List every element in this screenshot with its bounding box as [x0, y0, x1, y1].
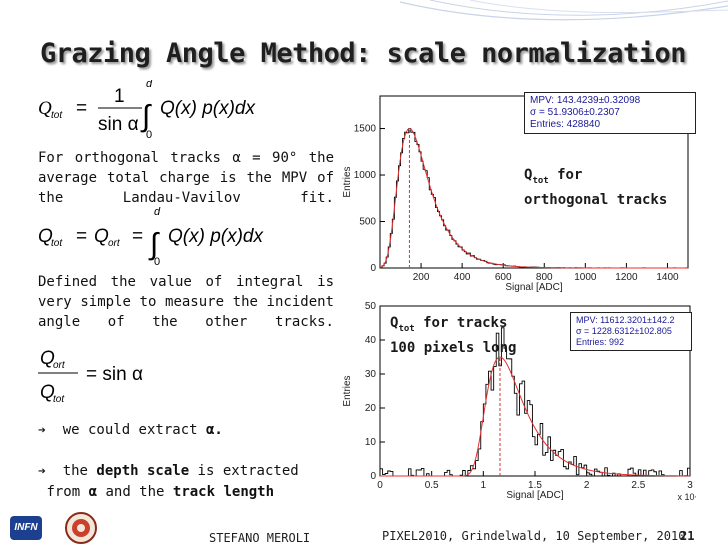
x-tick-label: 1400: [656, 272, 679, 283]
svg-text:d: d: [146, 80, 153, 90]
bullet-extract-alpha: ➔ we could extract α.: [38, 422, 223, 438]
svg-text:ort: ort: [108, 238, 121, 249]
footer-author: STEFANO MEROLI: [209, 531, 311, 545]
svg-text:= sin α: = sin α: [86, 364, 143, 385]
x-tick-label: 800: [536, 272, 553, 283]
stat-sigma: σ = 51.9306±0.2307: [530, 107, 620, 118]
y-tick-label: 30: [365, 369, 377, 380]
svg-text:Q: Q: [38, 226, 53, 247]
svg-text:Q: Q: [38, 98, 52, 119]
x-tick-label: 200: [413, 272, 430, 283]
svg-text:ort: ort: [53, 360, 66, 371]
svg-text:0: 0: [154, 256, 160, 266]
svg-text:Q: Q: [40, 382, 55, 403]
arrow-bullet-icon: ➔: [38, 464, 46, 479]
svg-text:=: =: [132, 226, 143, 247]
svg-text:∫: ∫: [140, 100, 152, 133]
svg-text:0: 0: [146, 129, 152, 141]
svg-text:∫: ∫: [148, 228, 160, 261]
x-tick-label: 0: [377, 480, 383, 491]
plot-label-orthogonal: Qtot for orthogonal tracks: [524, 167, 668, 208]
x-tick-label: 1200: [615, 272, 638, 283]
infn-logo: INFN: [10, 516, 42, 540]
x-tick-label: 2: [584, 480, 590, 491]
x-axis-label: Signal [ADC]: [506, 490, 563, 501]
y-axis-label: Entries: [342, 375, 353, 406]
stat-sigma: σ = 1228.6312±102.805: [576, 326, 672, 336]
y-tick-label: 20: [365, 403, 377, 414]
landau-fit-curve: [380, 356, 691, 477]
y-axis-label: Entries: [342, 166, 353, 197]
y-tick-label: 1000: [354, 170, 377, 181]
y-tick-label: 10: [365, 437, 377, 448]
landau-fit-curve: [379, 128, 689, 269]
stat-mpv: MPV: 11612.3201±142.2: [576, 315, 675, 325]
x-axis-label: Signal [ADC]: [505, 282, 562, 293]
footer-event: PIXEL2010, Grindelwald, 10 September, 20…: [382, 529, 686, 543]
equation-qtot-integral: Q tot = 1 sin α d ∫ 0 Q(x) p(x)dx: [38, 80, 257, 141]
y-tick-label: 0: [370, 263, 376, 274]
x-tick-label: 3: [687, 480, 693, 491]
equation-sin-alpha: Q ort Q tot = sin α: [38, 348, 143, 405]
x-tick-label: 400: [454, 272, 471, 283]
svg-text:1: 1: [114, 86, 125, 107]
y-tick-label: 40: [365, 335, 377, 346]
stats-box-orthogonal: MPV: 143.4239±0.32098 σ = 51.9306±0.2307…: [524, 92, 696, 134]
x-tick-label: 1: [481, 480, 487, 491]
bullet-depth-scale: ➔ the depth scale is extracted from α an…: [38, 463, 299, 500]
x-tick-label: 0.5: [425, 480, 439, 491]
svg-text:Q: Q: [94, 226, 109, 247]
svg-text:d: d: [154, 206, 161, 218]
y-tick-label: 500: [359, 217, 376, 228]
x-tick-label: 2.5: [631, 480, 645, 491]
header-decoration: [399, 0, 728, 21]
svg-text:Q(x) p(x)dx: Q(x) p(x)dx: [160, 98, 257, 119]
svg-text:tot: tot: [51, 238, 63, 249]
svg-text:=: =: [76, 98, 87, 119]
y-tick-label: 1500: [354, 124, 377, 135]
svg-text:=: =: [76, 226, 87, 247]
svg-text:Q: Q: [40, 348, 55, 369]
svg-text:tot: tot: [51, 110, 63, 121]
stat-entries: Entries: 992: [576, 337, 625, 347]
svg-text:Q(x) p(x)dx: Q(x) p(x)dx: [168, 226, 265, 247]
stats-box-100-pixels: MPV: 11612.3201±142.2 σ = 1228.6312±102.…: [570, 312, 692, 351]
footer-bar: [0, 520, 728, 546]
x-tick-label: 1000: [574, 272, 597, 283]
y-tick-label: 0: [370, 471, 376, 482]
text-orthogonal-tracks: For orthogonal tracks α = 90° the averag…: [38, 150, 334, 206]
x-tick-label: 1.5: [528, 480, 542, 491]
stat-mpv: MPV: 143.4239±0.32098: [530, 95, 641, 106]
arrow-bullet-icon: ➔: [38, 423, 46, 438]
stat-entries: Entries: 428840: [530, 119, 601, 130]
x-multiplier-label: x 10⁴: [678, 492, 696, 502]
slide-title: Grazing Angle Method: scale normalizatio…: [40, 38, 686, 69]
equation-qtot-qort: Q tot = Q ort = d ∫ 0 Q(x) p(x)dx: [38, 206, 265, 266]
plot-label-100-pixels: Qtot for tracks 100 pixels long: [390, 315, 517, 356]
x-tick-label: 600: [495, 272, 512, 283]
y-tick-label: 50: [365, 301, 377, 312]
text-integral-definition: Defined the value of integral is very si…: [38, 274, 334, 330]
university-seal-logo: [65, 512, 97, 544]
svg-text:sin α: sin α: [98, 114, 139, 135]
page-number: 21: [680, 529, 695, 543]
svg-text:tot: tot: [53, 394, 65, 405]
